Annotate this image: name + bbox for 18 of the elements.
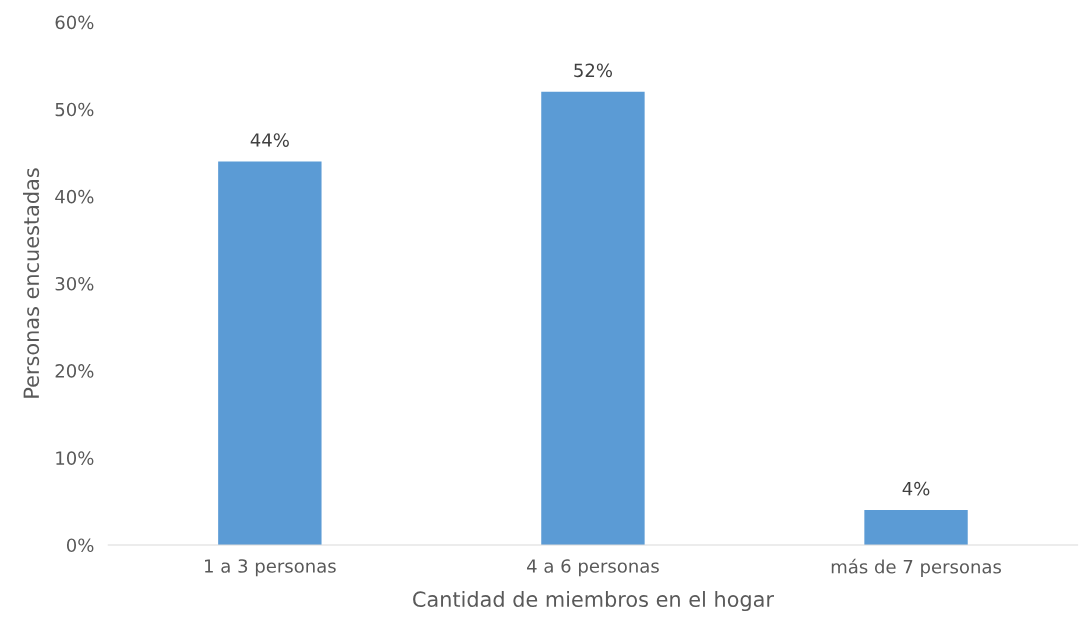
y-tick-label: 10% [56, 451, 94, 465]
y-tick-label: 50% [55, 102, 94, 117]
y-axis-title: Personas encuestadas [23, 168, 40, 398]
x-tick-label: 1 a 3 personas [205, 559, 336, 577]
x-tick-label: 4 a 6 personas [527, 559, 659, 577]
bar [541, 91, 645, 545]
y-tick-label: 0% [66, 538, 94, 553]
y-tick-label: 60% [55, 15, 94, 30]
x-tick-label: más de 7 personas [831, 558, 1001, 578]
x-axis-title: Cantidad de miembros en el hogar [413, 590, 774, 612]
data-label: 4% [902, 481, 930, 496]
y-tick-label: 20% [55, 364, 94, 378]
bar [218, 161, 322, 545]
data-label: 44% [250, 133, 289, 147]
y-tick-label: 30% [55, 276, 94, 291]
data-label: 52% [574, 63, 613, 78]
bar [864, 510, 968, 545]
y-tick-label: 40% [55, 189, 94, 204]
